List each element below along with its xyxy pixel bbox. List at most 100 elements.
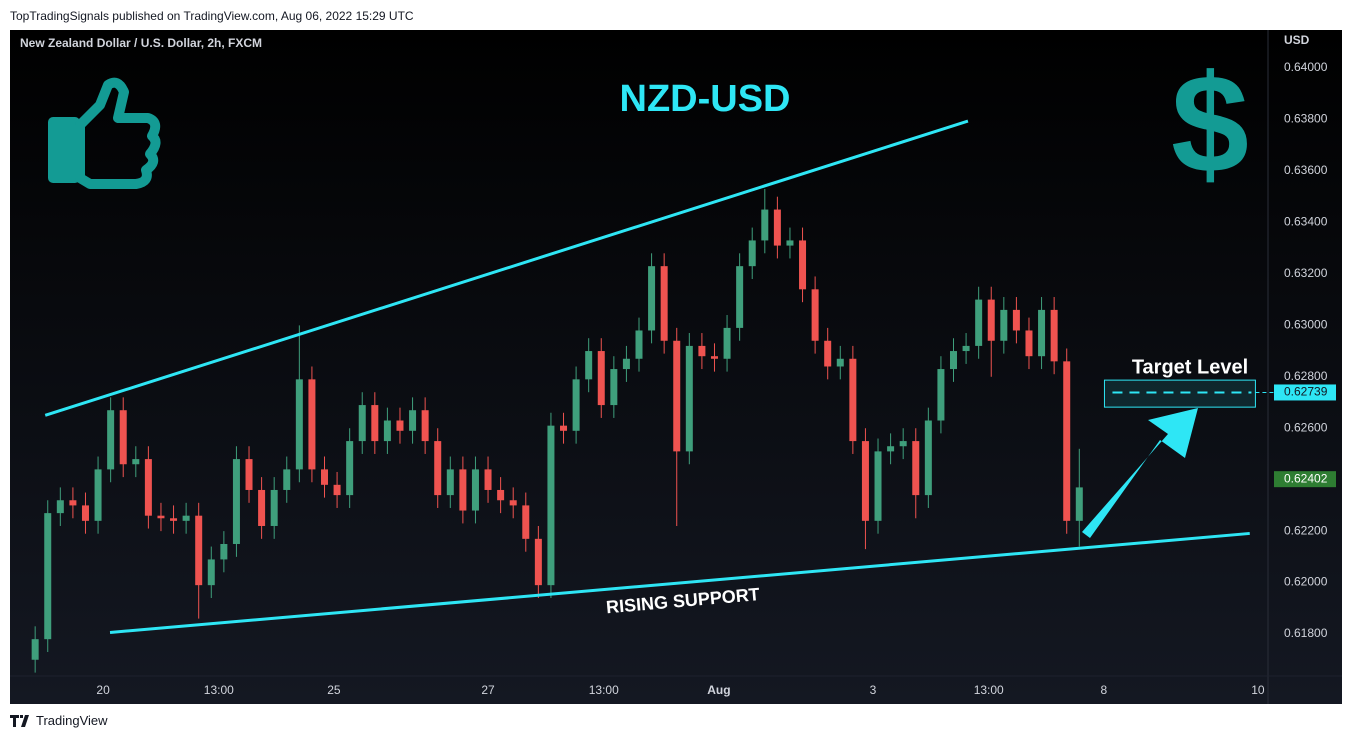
candle-body <box>861 441 869 521</box>
candle-body <box>446 469 454 496</box>
candle-body <box>786 240 794 246</box>
candle-body <box>811 289 819 341</box>
y-tick-label: 0.62200 <box>1284 523 1328 537</box>
candle-body <box>610 369 618 406</box>
candle-body <box>950 351 957 370</box>
candle-body <box>471 469 479 511</box>
last-price-box <box>1274 471 1336 488</box>
y-tick-label: 0.63800 <box>1284 112 1328 126</box>
candle-body <box>144 459 152 516</box>
dollar-icon: $ <box>1171 45 1249 202</box>
candle-body <box>761 209 769 241</box>
candle-body <box>836 358 844 367</box>
brand-logo <box>10 714 29 727</box>
candle-body <box>874 451 882 521</box>
x-tick-label: 13:00 <box>204 683 234 697</box>
candle-body <box>509 500 517 506</box>
x-tick-label: 13:00 <box>974 683 1004 697</box>
candle-body <box>371 405 379 442</box>
candle-body <box>824 340 832 367</box>
candle-body <box>434 441 442 496</box>
candle-body <box>522 505 530 539</box>
candle-body <box>44 513 52 640</box>
x-tick-label: 3 <box>870 683 877 697</box>
candle-body <box>232 459 240 544</box>
candle-body <box>1025 330 1033 357</box>
candle-body <box>698 345 706 357</box>
candle-body <box>195 515 203 586</box>
candle-body <box>421 410 429 442</box>
candle-body <box>912 441 920 496</box>
candle-body <box>409 410 417 431</box>
candle-body <box>1012 309 1020 331</box>
y-tick-label: 0.61800 <box>1284 626 1328 640</box>
candle-body <box>673 340 681 452</box>
candle-body <box>585 351 593 380</box>
candle-body <box>736 266 744 328</box>
target-arrow <box>1082 408 1198 538</box>
candle-body <box>887 446 895 452</box>
candle-body <box>132 459 140 465</box>
y-tick-label: 0.63400 <box>1284 215 1328 229</box>
candle-body <box>799 240 807 290</box>
candle-body <box>56 500 64 514</box>
candle-body <box>295 379 303 470</box>
candle-body <box>987 299 995 341</box>
candle-body <box>497 489 505 501</box>
footer-brand: TradingView <box>10 713 108 728</box>
thumbs-up-icon <box>48 77 161 189</box>
candle-body <box>975 299 983 346</box>
candle-body <box>660 266 668 341</box>
candle-body <box>459 469 467 511</box>
y-tick-label: 0.63000 <box>1284 317 1328 331</box>
candle-body <box>547 425 555 586</box>
support-line <box>109 531 1250 634</box>
candle-body <box>207 559 215 586</box>
candle-body <box>283 469 291 490</box>
candle-body <box>346 441 354 496</box>
x-tick-label: 8 <box>1100 683 1107 697</box>
candle-body <box>748 240 756 267</box>
candle-body <box>107 410 115 470</box>
candle-body <box>220 543 228 560</box>
candle-body <box>81 505 89 521</box>
y-tick-label: 0.64000 <box>1284 60 1328 74</box>
symbol-label: New Zealand Dollar / U.S. Dollar, 2h, FX… <box>20 36 262 50</box>
candle-body <box>258 489 266 526</box>
x-tick-label: 10 <box>1251 683 1265 697</box>
candle-body <box>1075 487 1083 521</box>
y-tick-label: 0.63200 <box>1284 266 1328 280</box>
candle-body <box>119 410 127 465</box>
x-tick-label: 13:00 <box>589 683 619 697</box>
candle-body <box>321 469 328 485</box>
candle-body <box>572 379 580 431</box>
candle-body <box>899 441 907 447</box>
target-price-box <box>1274 384 1336 401</box>
chart-title: NZD-USD <box>620 78 791 120</box>
candles <box>31 188 1083 673</box>
candle-body <box>710 356 718 359</box>
x-tick-label: 25 <box>327 683 341 697</box>
candle-body <box>383 420 391 442</box>
candle-body <box>1038 309 1046 357</box>
brand-name: TradingView <box>36 713 108 728</box>
candle-body <box>635 330 643 359</box>
candle-body <box>358 405 366 442</box>
published-line: TopTradingSignals published on TradingVi… <box>10 9 414 23</box>
x-tick-label: Aug <box>707 683 730 697</box>
candle-body <box>648 266 656 331</box>
resistance-line <box>44 119 969 417</box>
x-tick-label: 20 <box>96 683 110 697</box>
target-zone <box>1103 379 1256 408</box>
candle-body <box>484 469 492 490</box>
candle-body <box>534 538 542 586</box>
candle-body <box>245 459 253 490</box>
candle-body <box>560 425 568 431</box>
candle-body <box>157 515 165 519</box>
candle-body <box>597 351 605 406</box>
candle-body <box>31 639 39 660</box>
candle-body <box>1050 309 1058 362</box>
candle-body <box>170 518 178 521</box>
